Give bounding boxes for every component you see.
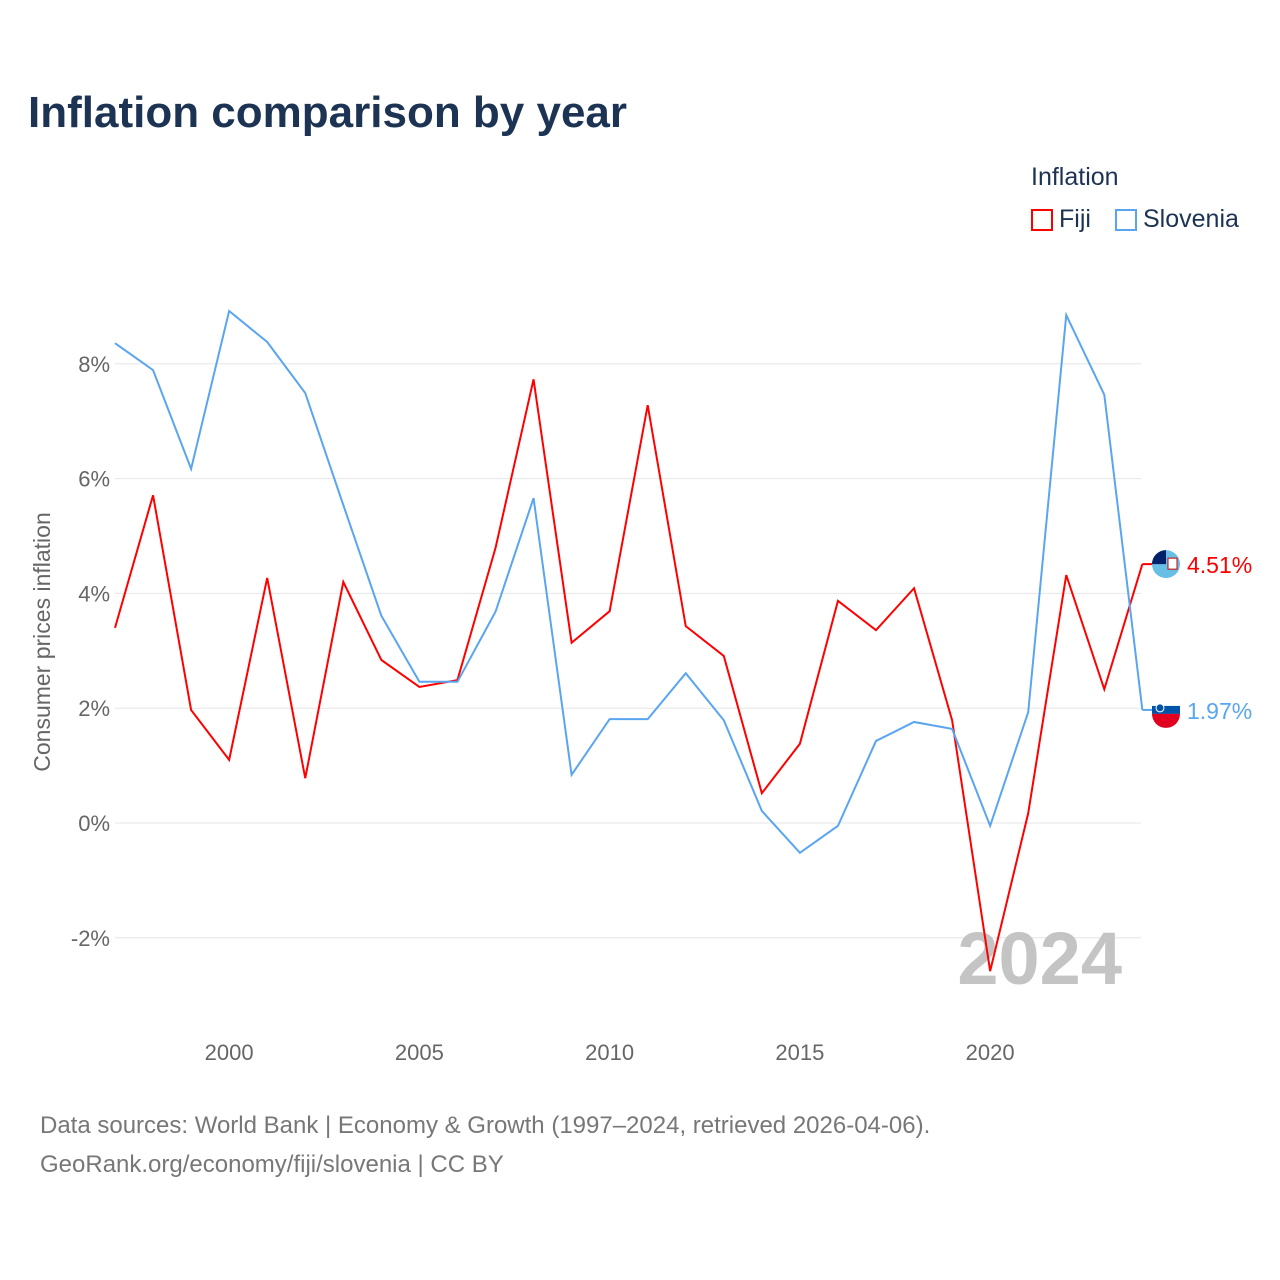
legend-item-fiji[interactable]: Fiji — [1031, 205, 1091, 234]
legend-title: Inflation — [1031, 163, 1119, 191]
x-tick-label: 2010 — [585, 1040, 634, 1065]
slovenia-flag-blue — [1152, 705, 1180, 714]
fiji-flag-shield — [1167, 557, 1178, 570]
x-tick-label: 2015 — [775, 1040, 824, 1065]
y-axis-label: Consumer prices inflation — [29, 512, 55, 772]
footer: Data sources: World Bank | Economy & Gro… — [40, 1106, 930, 1184]
legend-item-slovenia[interactable]: Slovenia — [1115, 205, 1239, 234]
x-tick-label: 2000 — [205, 1040, 254, 1065]
legend-label-slovenia: Slovenia — [1143, 205, 1239, 233]
y-tick-label: 4% — [78, 581, 110, 606]
series-line-slovenia — [114, 309, 1144, 855]
legend-label-fiji: Fiji — [1059, 205, 1091, 233]
end-label-slovenia: 1.97% — [1187, 698, 1252, 724]
x-tick-label: 2020 — [966, 1040, 1015, 1065]
slovenia-flag-coat — [1155, 703, 1165, 713]
end-label-fiji: 4.51% — [1187, 552, 1252, 578]
x-tick-label: 2005 — [395, 1040, 444, 1065]
legend-swatch-slovenia — [1115, 208, 1137, 231]
y-tick-label: 0% — [78, 811, 110, 836]
legend-swatch-fiji — [1031, 208, 1053, 231]
year-watermark: 2024 — [957, 917, 1122, 1000]
y-tick-label: 2% — [78, 696, 110, 721]
footer-link[interactable]: GeoRank.org/economy/fiji/slovenia | CC B… — [40, 1151, 504, 1178]
fiji-flag-canton — [1152, 550, 1166, 565]
series-line-fiji — [114, 379, 1144, 972]
y-tick-label: 6% — [78, 467, 110, 492]
slovenia-flag-red — [1152, 713, 1181, 728]
y-tick-label: -2% — [71, 926, 110, 951]
chart-title: Inflation comparison by year — [28, 88, 628, 137]
y-tick-label: 8% — [78, 352, 110, 377]
footer-sources: Data sources: World Bank | Economy & Gro… — [40, 1112, 931, 1139]
